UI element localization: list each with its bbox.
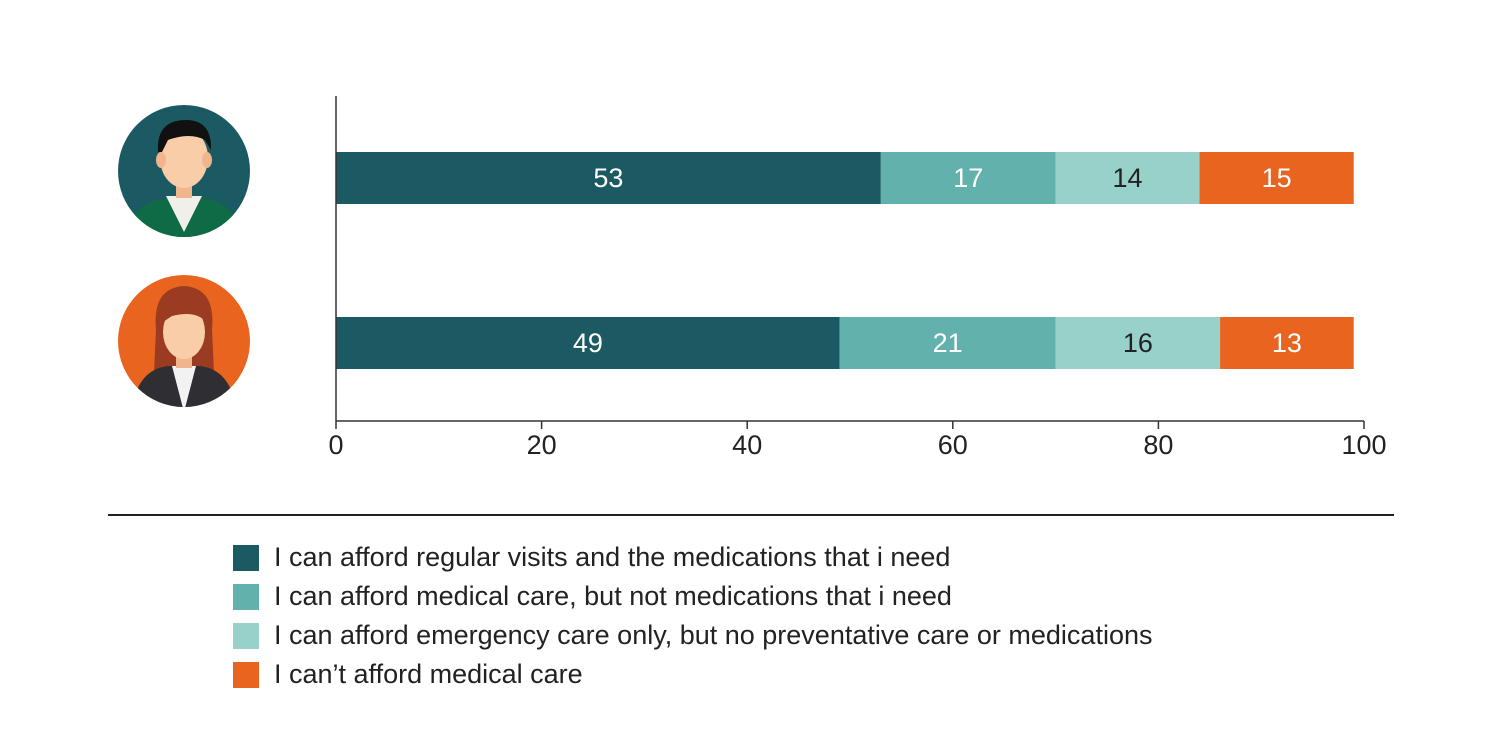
bar-value-label: 21 (933, 328, 963, 358)
x-tick-label: 80 (1143, 430, 1173, 460)
stacked-bar-chart: 53 17 14 15 49 21 16 13 0 20 40 60 80 100 (118, 96, 1387, 460)
legend-item: I can afford medical care, but not medic… (233, 577, 1152, 616)
bar-segment (336, 317, 840, 369)
x-tick-label: 40 (732, 430, 762, 460)
legend-label: I can afford regular visits and the medi… (274, 542, 951, 572)
bar-segment (336, 152, 881, 204)
bar-value-label: 15 (1262, 163, 1292, 193)
bar-segment (880, 152, 1056, 204)
bar-segment (1220, 317, 1354, 369)
bar-value-label: 53 (593, 163, 623, 193)
bar-segment (839, 317, 1056, 369)
legend-swatch (233, 661, 259, 688)
x-tick-label: 60 (938, 430, 968, 460)
bar-value-label: 14 (1113, 163, 1143, 193)
bar-value-label: 13 (1272, 328, 1302, 358)
bar-value-label: 49 (573, 328, 603, 358)
bar-segment (1055, 317, 1221, 369)
x-tick-label: 20 (527, 430, 557, 460)
x-tick-label: 0 (328, 430, 343, 460)
legend-swatch (233, 583, 259, 610)
bar-segment (1055, 152, 1200, 204)
male-avatar-icon (118, 105, 250, 237)
x-tick-label: 100 (1341, 430, 1386, 460)
legend-item: I can’t afford medical care (233, 655, 1152, 694)
legend-label: I can’t afford medical care (274, 659, 583, 689)
bar-value-label: 16 (1123, 328, 1153, 358)
legend-label: I can afford emergency care only, but no… (274, 620, 1153, 650)
legend-item: I can afford regular visits and the medi… (233, 538, 1152, 577)
female-avatar-icon (118, 275, 250, 407)
legend-label: I can afford medical care, but not medic… (274, 581, 952, 611)
bar-value-label: 17 (953, 163, 983, 193)
bar-segment (1199, 152, 1354, 204)
divider-line (108, 514, 1394, 516)
legend-swatch (233, 544, 259, 571)
legend: I can afford regular visits and the medi… (233, 538, 1152, 694)
legend-item: I can afford emergency care only, but no… (233, 616, 1152, 655)
legend-swatch (233, 622, 259, 649)
